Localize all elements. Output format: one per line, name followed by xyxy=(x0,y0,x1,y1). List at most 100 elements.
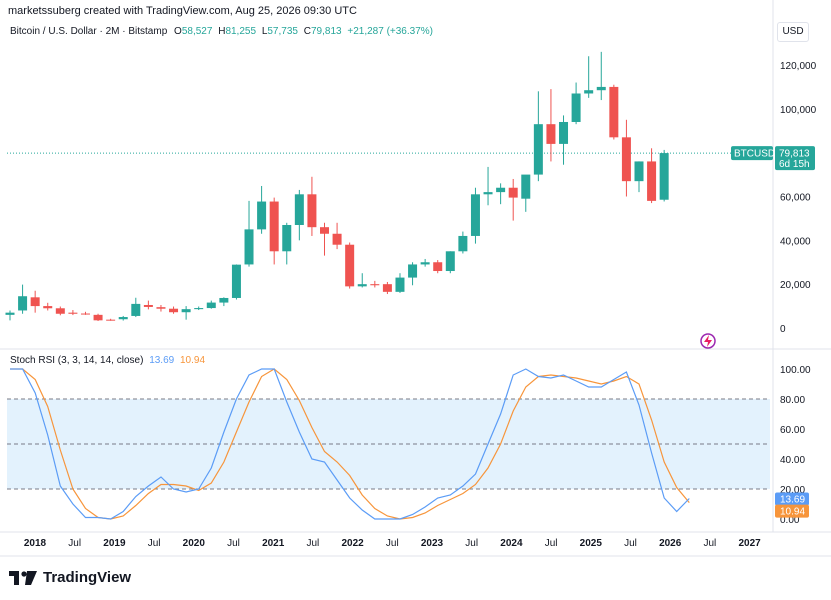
price-tag-countdown: 6d 15h xyxy=(779,159,810,170)
price-axis[interactable]: 0 20,000 40,000 60,000 100,000 120,000 0.00 20.… xyxy=(780,61,817,526)
stoch-tick-label: 100.00 xyxy=(780,365,811,376)
time-tick-label: 2021 xyxy=(262,538,285,549)
candle-body xyxy=(458,235,468,252)
candle-body xyxy=(634,161,644,182)
candle-body xyxy=(647,161,657,201)
candle-body xyxy=(521,174,531,199)
symbol-legend: Bitcoin / U.S. Dollar · 2M · Bitstamp O5… xyxy=(10,26,433,37)
candles xyxy=(5,51,669,321)
time-tick-label: 2019 xyxy=(103,538,126,549)
close-label: C xyxy=(303,26,311,37)
brand-name: TradingView xyxy=(43,569,132,586)
price-tick-label: 100,000 xyxy=(780,105,817,116)
candle-body xyxy=(93,314,103,321)
high-label: H xyxy=(218,26,226,37)
time-tick-label: Jul xyxy=(545,538,558,549)
candle-body xyxy=(420,262,430,265)
candle-body xyxy=(282,224,292,252)
candle-body xyxy=(382,284,392,292)
close-value: 79,813 xyxy=(310,26,342,37)
time-tick-label: 2020 xyxy=(183,538,206,549)
time-tick-label: 2018 xyxy=(24,538,47,549)
currency-button[interactable]: USD xyxy=(777,22,809,42)
candle-body xyxy=(307,194,317,228)
stoch-tick-label: 0.00 xyxy=(780,515,800,526)
candle-body xyxy=(231,264,241,298)
candle-body xyxy=(156,307,166,309)
price-tick-label: 120,000 xyxy=(780,61,817,72)
time-tick-label: Jul xyxy=(148,538,161,549)
stoch-tick-label: 40.00 xyxy=(780,455,805,466)
candle-body xyxy=(106,319,116,321)
candle-body xyxy=(559,121,569,144)
candle-body xyxy=(533,124,543,175)
price-tick-label: 40,000 xyxy=(780,236,811,247)
time-tick-label: Jul xyxy=(465,538,478,549)
time-tick-label: Jul xyxy=(386,538,399,549)
candle-body xyxy=(118,317,128,320)
candle-body xyxy=(206,302,216,309)
candle-body xyxy=(131,303,141,316)
stoch-tick-label: 80.00 xyxy=(780,395,805,406)
candle-body xyxy=(55,308,65,314)
high-value: 81,255 xyxy=(225,26,257,37)
time-tick-label: Jul xyxy=(704,538,717,549)
d-tag-value: 10.94 xyxy=(780,507,805,518)
indicator-pane xyxy=(7,368,770,520)
candle-body xyxy=(244,229,254,265)
candle-body xyxy=(445,251,455,272)
candle-body xyxy=(609,86,619,138)
open-value: 58,527 xyxy=(181,26,213,37)
time-axis[interactable]: 2018 Jul 2019 Jul 2020 Jul 2021 Jul 2022 Jul 2023 J… xyxy=(24,538,761,549)
candle-body xyxy=(584,90,594,94)
stoch-d-line xyxy=(10,368,690,520)
candle-body xyxy=(659,153,669,200)
candle-body xyxy=(18,296,28,311)
k-tag-bg xyxy=(775,492,809,506)
indicator-legend: Stoch RSI (3, 3, 14, 14, close) 13.69 10… xyxy=(10,355,205,366)
low-label: L xyxy=(261,26,268,37)
k-value: 13.69 xyxy=(149,355,175,366)
candle-body xyxy=(345,244,355,287)
time-tick-label: Jul xyxy=(227,538,240,549)
candle-body xyxy=(194,308,204,310)
candle-body xyxy=(80,313,90,315)
candle-body xyxy=(433,262,443,272)
change-value: +21,287 (+36.37%) xyxy=(347,26,433,37)
chart-caption: marketssuberg created with TradingView.c… xyxy=(8,5,357,17)
time-tick-label: 2025 xyxy=(580,538,603,549)
symbol-tag-bg xyxy=(731,146,773,161)
time-tick-label: Jul xyxy=(307,538,320,549)
candle-body xyxy=(370,284,380,286)
candle-body xyxy=(294,194,304,225)
candle-body xyxy=(68,312,78,314)
d-tag-bg xyxy=(775,504,809,518)
low-value: 57,735 xyxy=(267,26,298,37)
candle-body xyxy=(395,277,405,292)
candle-body xyxy=(257,201,267,230)
tradingview-badge-icon[interactable] xyxy=(700,333,716,349)
candle-body xyxy=(483,192,493,195)
candle-body xyxy=(320,227,329,234)
price-tag-bg xyxy=(775,146,815,171)
candle-body xyxy=(43,306,53,309)
candle-body xyxy=(408,264,418,278)
candle-body xyxy=(571,93,581,122)
candle-body xyxy=(508,187,518,198)
stoch-tick-label: 60.00 xyxy=(780,425,805,436)
price-tick-label: 20,000 xyxy=(780,280,811,291)
time-tick-label: 2023 xyxy=(421,538,444,549)
candle-body xyxy=(496,187,506,193)
time-tick-label: 2024 xyxy=(500,538,523,549)
time-tick-label: 2022 xyxy=(341,538,364,549)
d-value: 10.94 xyxy=(180,355,206,366)
candle-body xyxy=(546,124,556,144)
time-tick-label: Jul xyxy=(68,538,81,549)
candle-body xyxy=(621,137,631,182)
stoch-k-line xyxy=(10,368,690,520)
time-tick-label: Jul xyxy=(624,538,637,549)
candle-body xyxy=(269,201,279,252)
candle-body xyxy=(332,233,342,245)
